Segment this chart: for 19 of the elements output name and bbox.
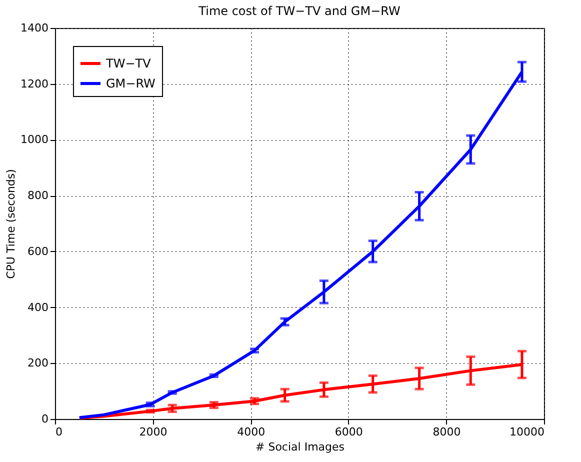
y-tick-label: 600: [28, 244, 48, 258]
x-tick-label: 4000: [237, 426, 266, 438]
y-tick-label: 1000: [20, 133, 48, 146]
legend-label: TW−TV: [105, 56, 152, 70]
y-tick-label: 400: [28, 300, 48, 314]
y-tick-label: 800: [28, 189, 48, 202]
y-tick-label: 1400: [20, 22, 48, 34]
y-axis-title: CPU Time (seconds): [4, 169, 18, 279]
chart-title: Time cost of TW−TV and GM−RW: [198, 4, 400, 18]
y-tick-label: 200: [28, 356, 48, 370]
x-axis-title: # Social Images: [255, 440, 345, 454]
y-tick-label: 1200: [20, 77, 48, 90]
legend-label: GM−RW: [106, 76, 156, 90]
x-tick-label: 8000: [432, 426, 461, 438]
x-tick-label: 6000: [334, 426, 363, 438]
x-tick-label: 10000: [510, 426, 544, 438]
x-tick-label: 0: [56, 426, 62, 438]
y-tick-label: 0: [42, 412, 48, 426]
x-tick-label: 2000: [139, 426, 168, 438]
